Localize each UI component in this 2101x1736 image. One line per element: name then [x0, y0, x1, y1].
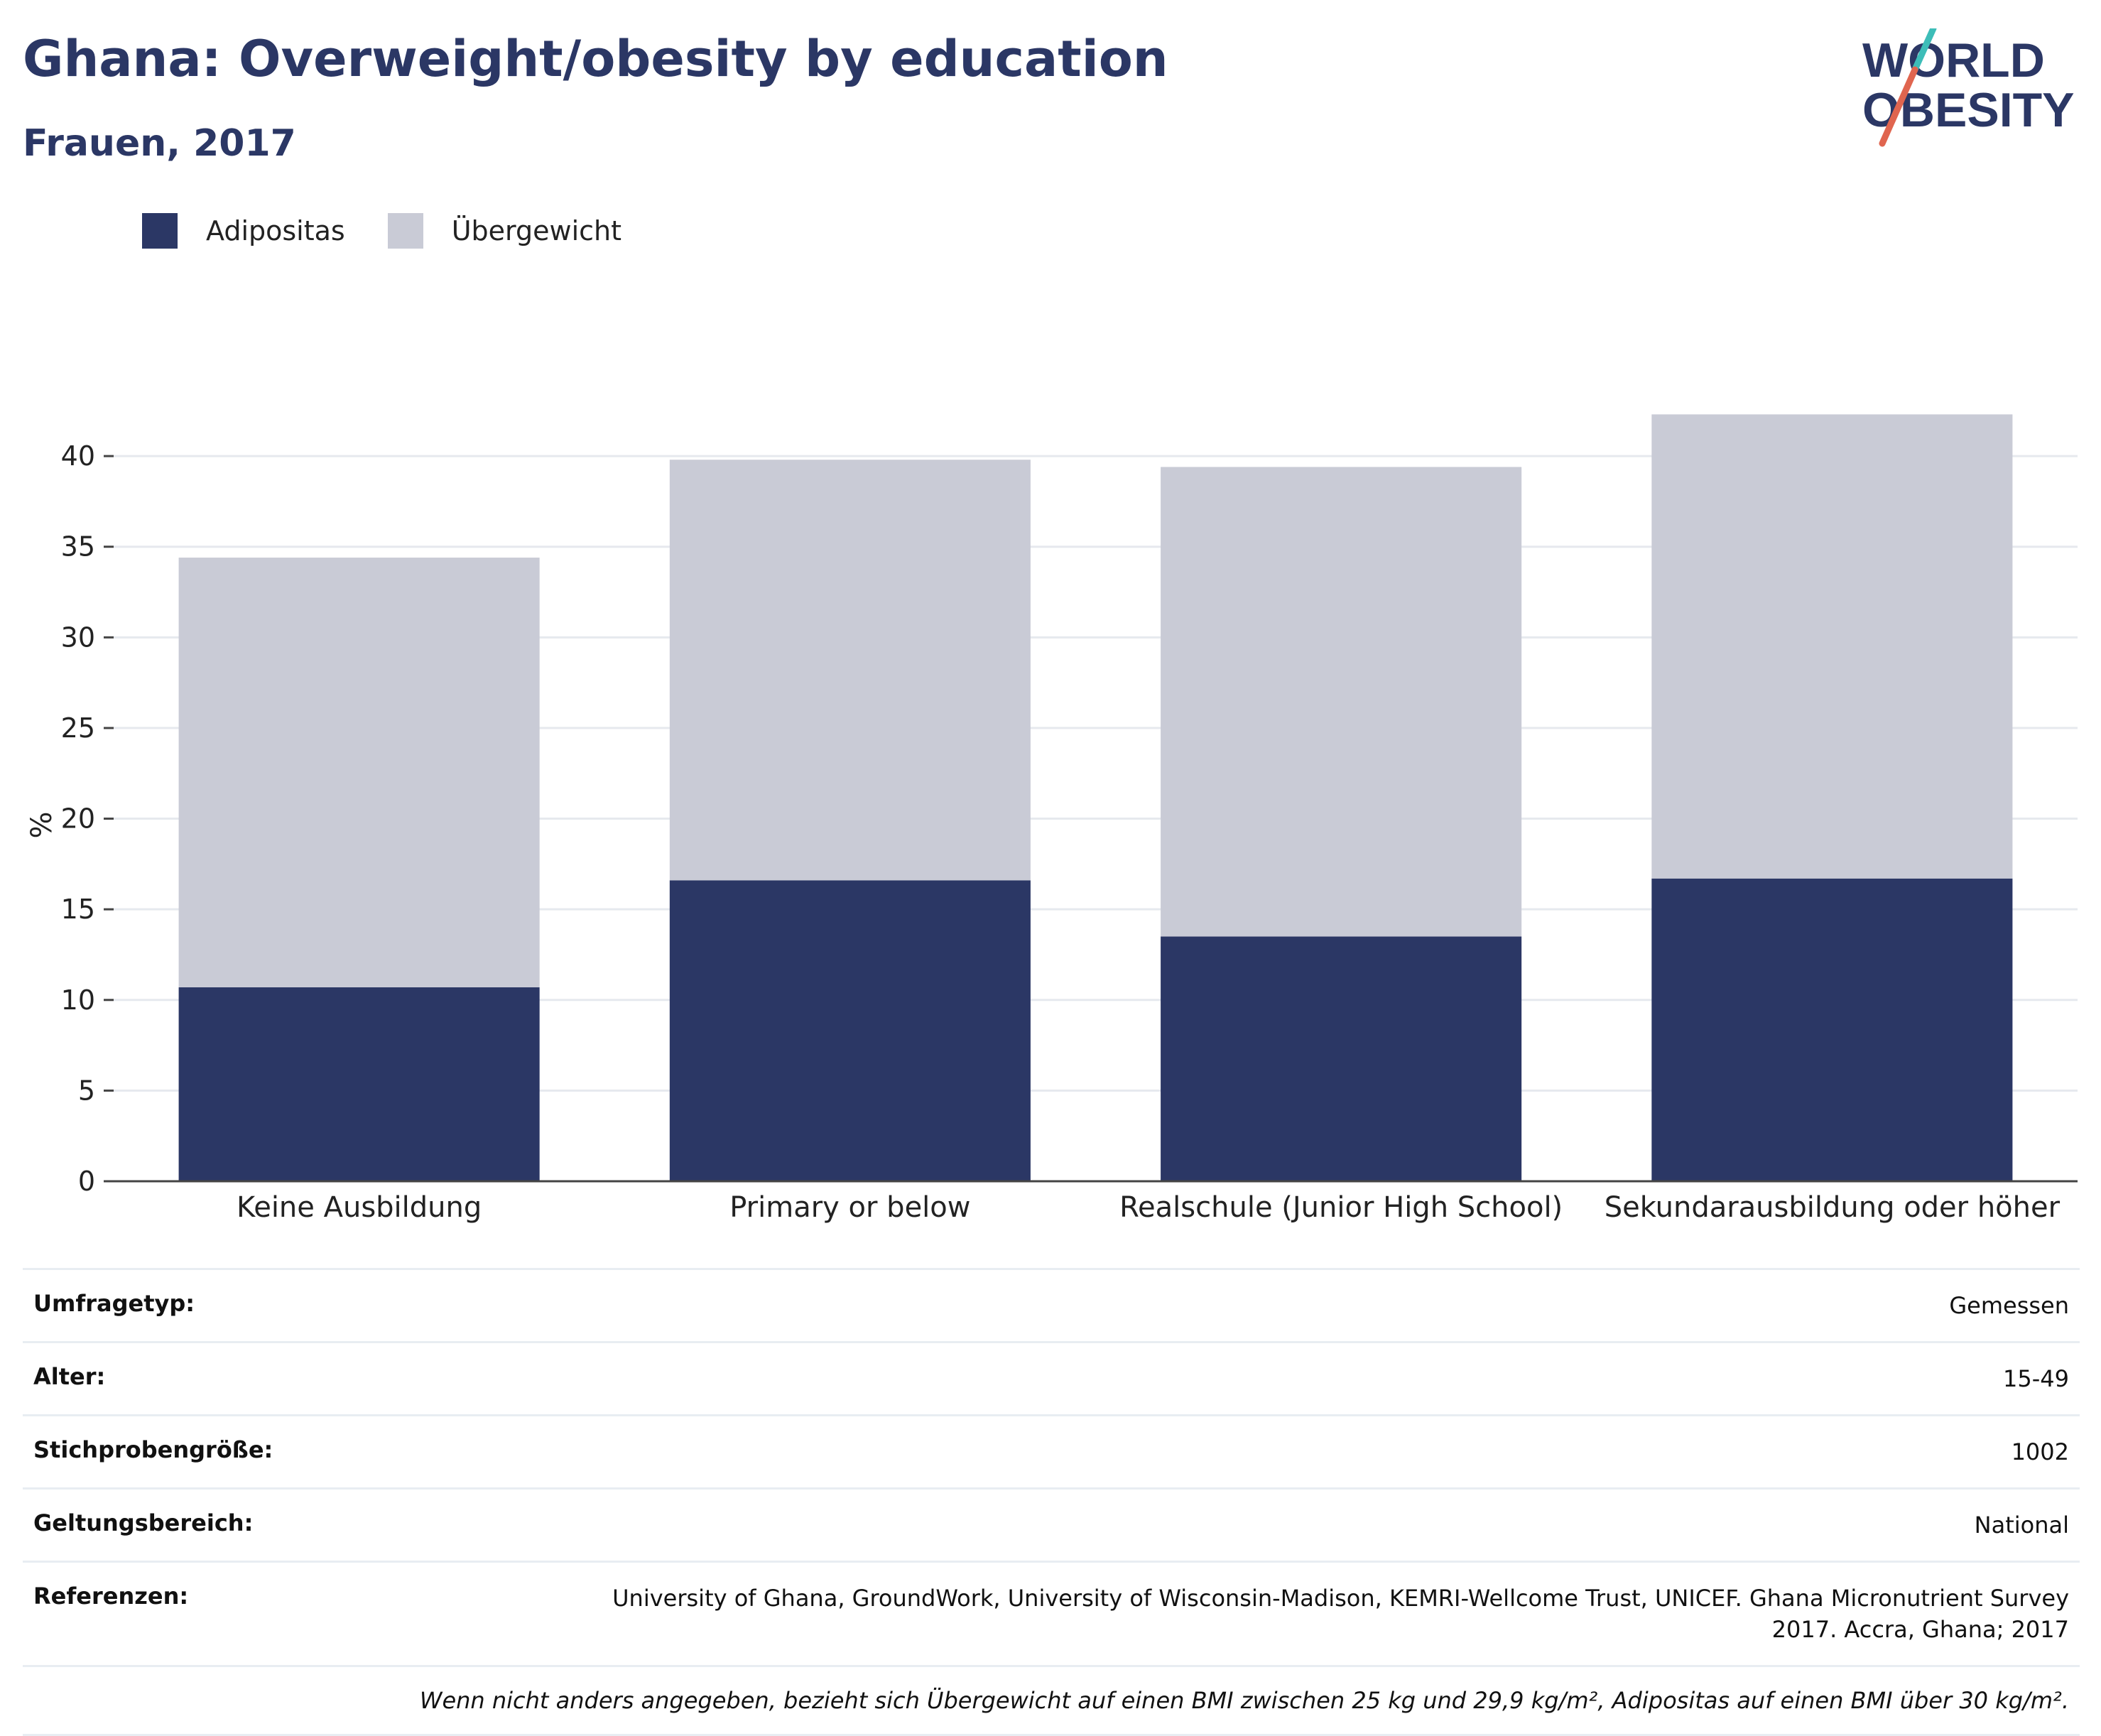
info-row-references: Referenzen: University of Ghana, GroundW… [23, 1561, 2080, 1665]
legend: Adipositas Übergewicht [142, 210, 664, 252]
y-tick-label-0: 0 [78, 1166, 95, 1197]
y-tick-label-15: 15 [61, 894, 95, 925]
logo-slash-red [1879, 66, 1918, 147]
info-row-survey-type: Umfragetyp: Gemessen [23, 1268, 2080, 1341]
age-label: Alter: [33, 1363, 106, 1390]
y-tick-label-20: 20 [61, 803, 95, 835]
info-row-age: Alter: 15-49 [23, 1341, 2080, 1414]
x-tick-label-1: Primary or below [729, 1191, 970, 1224]
legend-swatch-adipositas [142, 213, 178, 249]
info-table: Umfragetyp: Gemessen Alter: 15-49 Stichp… [23, 1268, 2080, 1736]
info-row-note: Wenn nicht anders angegeben, bezieht sic… [23, 1665, 2080, 1736]
info-row-scope: Geltungsbereich: National [23, 1487, 2080, 1561]
bar-adipositas-3 [1651, 878, 2013, 1181]
x-tick-label-0: Keine Ausbildung [237, 1191, 482, 1224]
bar-adipositas-2 [1161, 936, 1522, 1181]
legend-label-adipositas: Adipositas [206, 215, 345, 246]
bar-uebergewicht-1 [669, 460, 1031, 881]
references-label: Referenzen: [33, 1583, 189, 1610]
survey-type-value: Gemessen [1949, 1292, 2069, 1319]
definition-note: Wenn nicht anders angegeben, bezieht sic… [419, 1687, 2069, 1714]
bar-adipositas-0 [178, 987, 540, 1181]
bar-uebergewicht-2 [1161, 467, 1522, 937]
scope-value: National [1974, 1512, 2069, 1539]
legend-label-uebergewicht: Übergewicht [451, 215, 621, 246]
chart-subtitle: Frauen, 2017 [23, 122, 296, 165]
chart-title: Ghana: Overweight/obesity by education [23, 30, 1168, 88]
logo-slash-teal [1911, 28, 1937, 73]
x-tick-label-2: Realschule (Junior High School) [1119, 1191, 1563, 1224]
y-axis-label: % [26, 811, 58, 838]
y-tick-label-35: 35 [61, 531, 95, 563]
bar-uebergewicht-3 [1651, 414, 2013, 879]
age-value: 15-49 [2003, 1365, 2069, 1392]
scope-label: Geltungsbereich: [33, 1509, 254, 1536]
y-tick-label-10: 10 [61, 984, 95, 1016]
sample-size-label: Stichprobengröße: [33, 1436, 273, 1463]
sample-size-value: 1002 [2011, 1438, 2069, 1465]
legend-item-adipositas[interactable]: Adipositas [142, 213, 345, 249]
y-tick-label-5: 5 [78, 1075, 95, 1106]
y-tick-label-30: 30 [61, 622, 95, 653]
legend-item-uebergewicht[interactable]: Übergewicht [387, 213, 621, 249]
survey-type-label: Umfragetyp: [33, 1290, 195, 1317]
bar-chart: 0 5 10 15 20 25 30 35 40% Keine Ausbildung Primary… [26, 414, 2078, 1224]
info-row-sample-size: Stichprobengröße: 1002 [23, 1414, 2080, 1487]
bar-uebergewicht-0 [178, 558, 540, 987]
bar-adipositas-1 [669, 880, 1031, 1181]
references-value: University of Ghana, GroundWork, Univers… [612, 1585, 2069, 1643]
x-tick-label-3: Sekundarausbildung oder höher [1605, 1191, 2061, 1224]
logo-line1: WORLD [1862, 33, 2045, 87]
world-obesity-logo: WORLD OBESITY [1862, 28, 2075, 147]
y-tick-label-25: 25 [61, 712, 95, 744]
y-tick-label-40: 40 [61, 440, 95, 472]
legend-swatch-uebergewicht [387, 213, 423, 249]
